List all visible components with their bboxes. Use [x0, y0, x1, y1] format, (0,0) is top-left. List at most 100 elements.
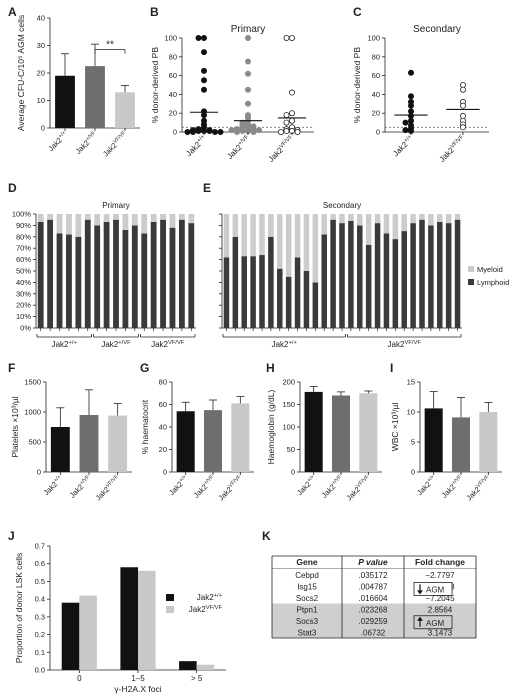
table-cell: .029259 — [359, 617, 388, 626]
panel-letter-h: H — [266, 361, 275, 375]
table-cell: .016604 — [359, 594, 388, 603]
group-label: Jak2+/+ — [52, 340, 78, 349]
tick-label: Jak2VF/VF — [101, 130, 130, 159]
y-tick-label: 60 — [372, 71, 380, 80]
bar-myeloid — [37, 214, 44, 222]
bar-lymphoid — [419, 219, 425, 328]
y-tick-label: 40 — [37, 14, 45, 23]
y-tick-label: 40 — [372, 90, 380, 99]
bar-myeloid — [428, 214, 434, 226]
panel-title: Secondary — [413, 24, 461, 35]
y-tick-label: 0 — [291, 468, 295, 477]
bar — [55, 75, 75, 128]
y-tick-label: 20 — [37, 69, 45, 78]
data-point — [200, 112, 207, 119]
panel-e: Secondary Jak2+/+ Jak2VF/VF Myeloid Lymphoid — [219, 201, 509, 349]
data-point — [195, 35, 202, 42]
agm-down-box — [413, 582, 453, 596]
y-tick-label: 0.1 — [35, 648, 45, 657]
legend-swatch-myeloid — [468, 266, 474, 272]
panel-title: Secondary — [323, 201, 361, 210]
data-point — [407, 93, 414, 100]
data-point — [233, 128, 240, 135]
bar-lymphoid — [178, 219, 185, 328]
data-point — [402, 127, 409, 134]
y-tick-label: 1000 — [24, 408, 41, 417]
data-point — [277, 128, 284, 135]
bar-lymphoid — [223, 257, 230, 328]
table-cell: Socs3 — [296, 617, 319, 626]
bar-myeloid — [330, 214, 336, 220]
data-point — [402, 119, 409, 126]
bar — [138, 570, 156, 670]
data-point — [283, 119, 290, 126]
bar-lymphoid — [277, 268, 283, 328]
bar-myeloid — [312, 214, 319, 283]
group-label: Jak2VF/VF — [388, 340, 422, 349]
bar-lymphoid — [268, 236, 274, 328]
data-point — [244, 100, 251, 107]
data-point — [200, 49, 207, 56]
bar — [179, 661, 197, 670]
bar-myeloid — [47, 214, 54, 220]
data-point — [217, 128, 224, 135]
data-point — [195, 128, 202, 135]
tick-label: Jak2+/+ — [46, 130, 69, 153]
y-tick-label: 50% — [16, 267, 31, 276]
bar-lymphoid — [141, 233, 148, 328]
bar-lymphoid — [339, 223, 345, 328]
y-tick-label: 90% — [16, 221, 31, 230]
bar-myeloid — [232, 214, 239, 237]
data-point — [189, 128, 196, 135]
bar-myeloid — [122, 214, 129, 230]
table-cell: .004787 — [359, 582, 388, 591]
bar-myeloid — [383, 214, 390, 234]
bar-myeloid — [56, 214, 63, 234]
y-tick-label: 0 — [41, 124, 45, 133]
data-point — [283, 35, 290, 42]
bar — [108, 415, 128, 472]
bar-lymphoid — [75, 236, 82, 328]
tick-label: Jak2VF/VF — [464, 474, 493, 503]
y-tick-label: 0.3 — [35, 612, 45, 621]
bar-myeloid — [348, 214, 354, 221]
up-arrow-head — [417, 616, 423, 621]
table-row-bg — [272, 626, 476, 638]
data-point — [200, 35, 207, 42]
y-tick-label: 0 — [173, 128, 177, 137]
agm-up-label: AGM — [426, 619, 445, 628]
table-row-bg — [272, 569, 476, 581]
bar-lymphoid — [47, 219, 54, 328]
table-cell: Stat3 — [298, 628, 317, 637]
data-point — [244, 70, 251, 77]
y-tick-label: 60% — [16, 255, 31, 264]
bar — [479, 412, 498, 472]
bar-myeloid — [357, 214, 363, 226]
bar-lymphoid — [357, 225, 363, 328]
y-tick-label: 20% — [16, 301, 31, 310]
bar-lymphoid — [259, 255, 265, 328]
bar-lymphoid — [103, 221, 110, 328]
tick-label: Jak2+/+ — [391, 134, 416, 159]
bar — [359, 393, 378, 472]
bar — [231, 403, 250, 472]
bar-myeloid — [294, 214, 301, 258]
bar-lymphoid — [285, 276, 292, 328]
bar-lymphoid — [84, 219, 91, 328]
bar-myeloid — [401, 214, 407, 232]
tick-label: Jak2+/+ — [295, 474, 318, 497]
bar-lymphoid — [56, 233, 63, 328]
y-axis-label: % donor-derived PB — [150, 47, 160, 123]
panel-letter-e: E — [203, 181, 211, 195]
table-row-bg — [272, 592, 476, 604]
y-tick-label: 20 — [159, 445, 167, 454]
data-point — [244, 58, 251, 65]
y-axis-label: Haemoglobin (g/dL) — [266, 390, 276, 465]
y-tick-label: 0.6 — [35, 559, 45, 568]
bar — [79, 415, 99, 472]
agm-up-box — [413, 615, 453, 630]
bar-lymphoid — [232, 236, 239, 328]
